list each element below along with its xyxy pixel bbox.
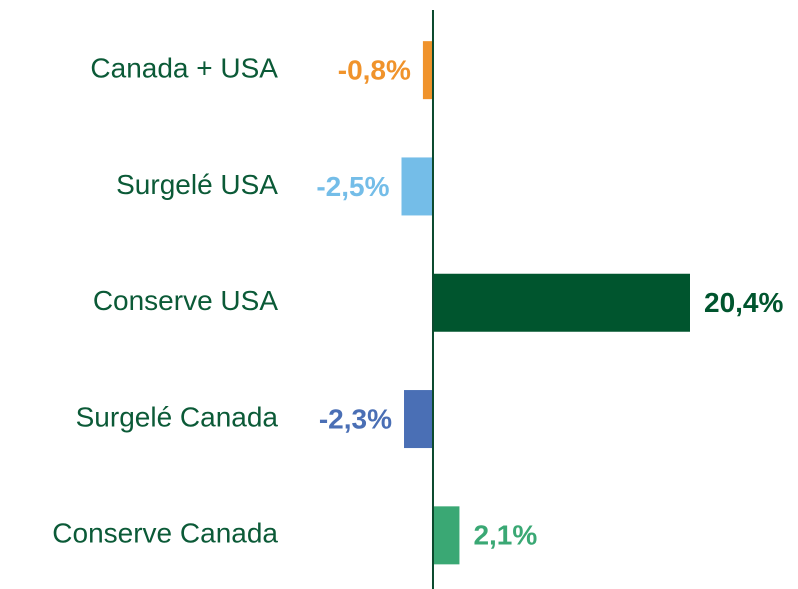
category-label: Conserve USA	[93, 285, 279, 316]
category-label: Surgelé USA	[116, 169, 278, 200]
value-label: 20,4%	[704, 287, 783, 318]
bar	[432, 273, 690, 332]
value-label: 2,1%	[473, 520, 537, 551]
bar	[432, 506, 460, 565]
bar	[404, 390, 433, 449]
value-label: -0,8%	[338, 55, 411, 86]
category-label: Surgelé Canada	[76, 401, 279, 432]
bar	[401, 157, 433, 216]
value-label: -2,3%	[319, 403, 392, 434]
category-label: Canada + USA	[90, 53, 278, 84]
category-label: Conserve Canada	[52, 518, 278, 549]
bar	[422, 41, 433, 100]
value-label: -2,5%	[316, 171, 389, 202]
